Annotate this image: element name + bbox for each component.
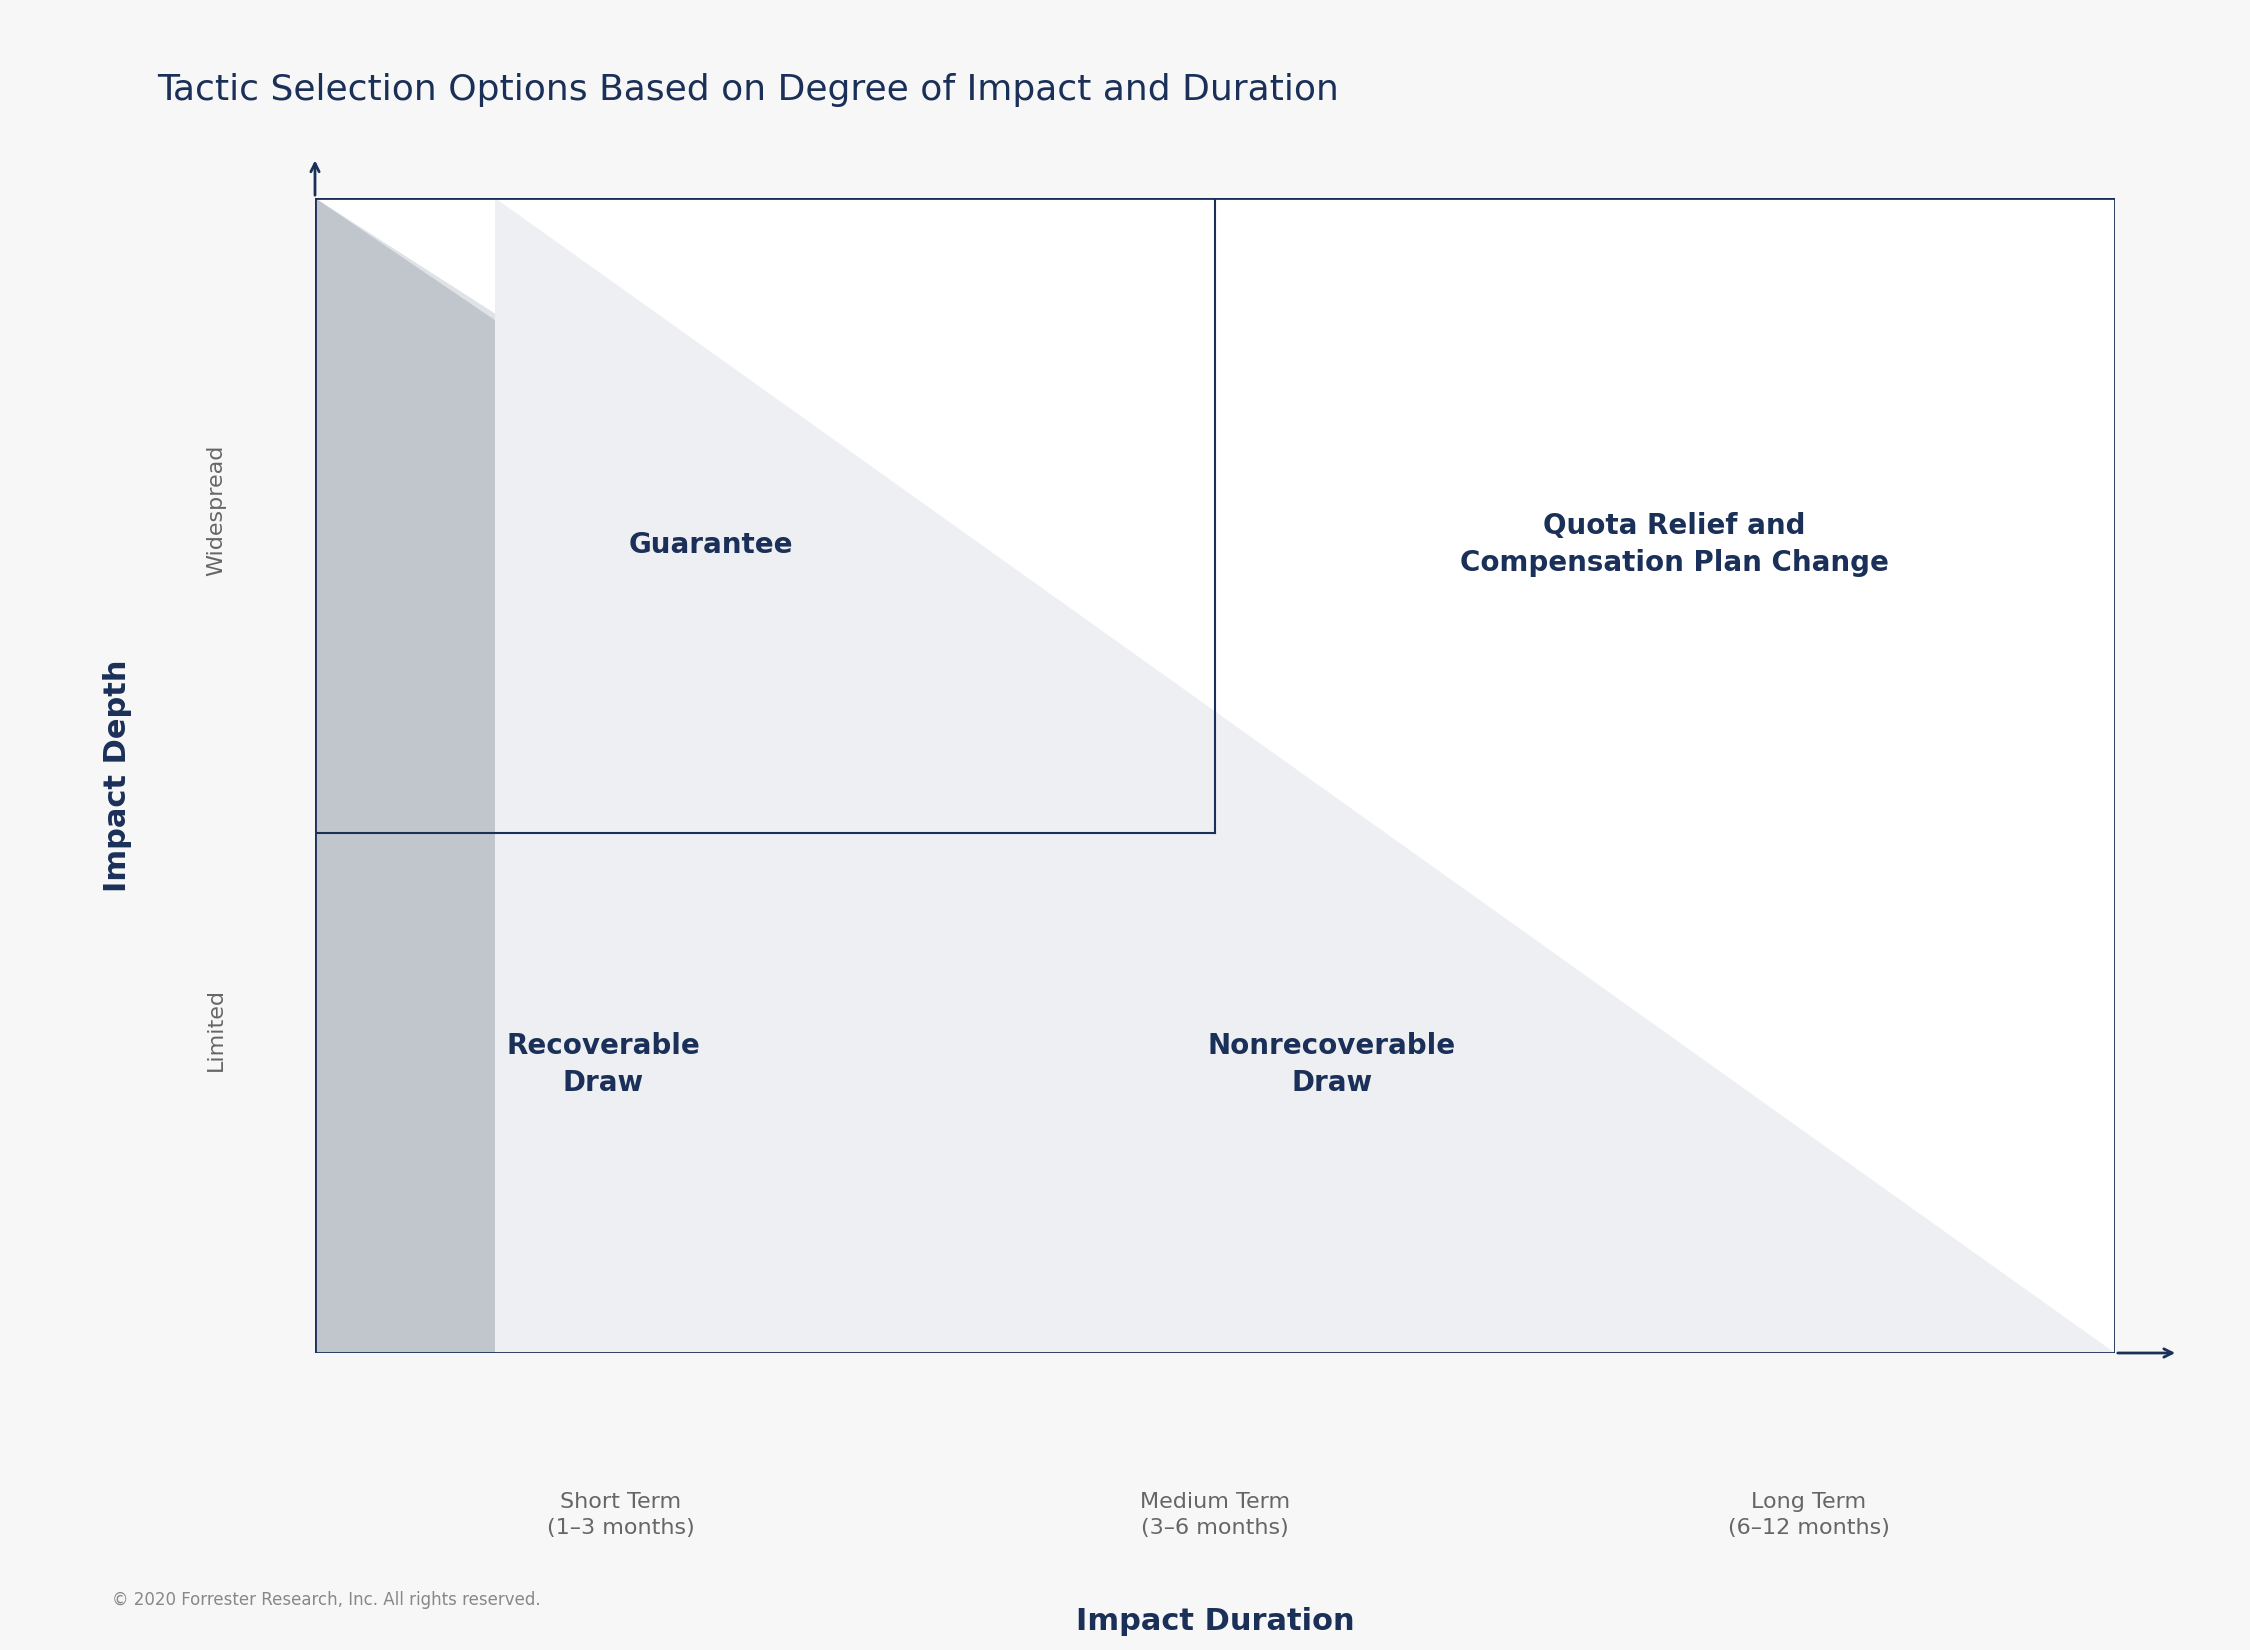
Text: Impact Duration: Impact Duration	[1076, 1607, 1354, 1637]
Text: Quota Relief and
Compensation Plan Change: Quota Relief and Compensation Plan Chang…	[1460, 512, 1888, 578]
Polygon shape	[315, 198, 2115, 1353]
Text: Nonrecoverable
Draw: Nonrecoverable Draw	[1208, 1031, 1456, 1097]
Polygon shape	[495, 198, 2115, 1353]
Text: Short Term
(1–3 months): Short Term (1–3 months)	[547, 1492, 695, 1538]
Text: Impact Depth: Impact Depth	[104, 660, 130, 891]
Text: Recoverable
Draw: Recoverable Draw	[506, 1031, 700, 1097]
Text: Long Term
(6–12 months): Long Term (6–12 months)	[1728, 1492, 1890, 1538]
Polygon shape	[315, 198, 2016, 1353]
Text: Limited: Limited	[207, 988, 225, 1071]
Text: Guarantee: Guarantee	[628, 531, 794, 558]
Text: © 2020 Forrester Research, Inc. All rights reserved.: © 2020 Forrester Research, Inc. All righ…	[112, 1591, 542, 1609]
Text: Tactic Selection Options Based on Degree of Impact and Duration: Tactic Selection Options Based on Degree…	[158, 73, 1339, 107]
Text: Widespread: Widespread	[207, 444, 225, 576]
Text: Medium Term
(3–6 months): Medium Term (3–6 months)	[1141, 1492, 1289, 1538]
